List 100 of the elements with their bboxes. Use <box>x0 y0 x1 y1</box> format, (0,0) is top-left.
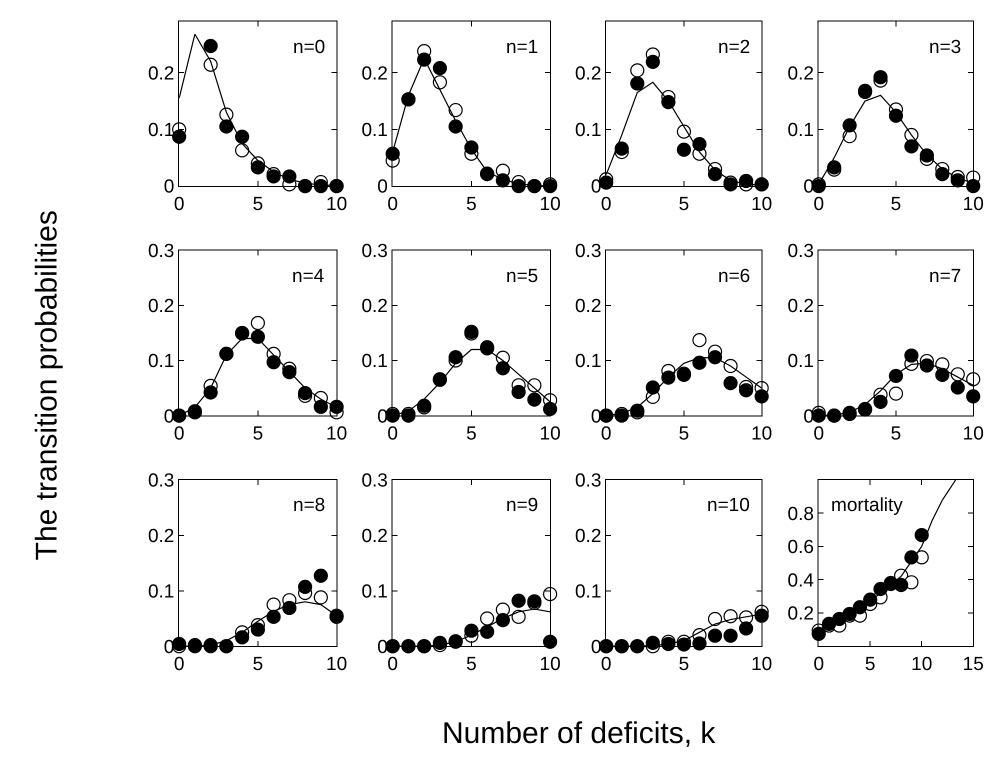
point <box>888 368 904 384</box>
point <box>692 636 707 651</box>
point <box>250 330 265 344</box>
point <box>282 169 296 184</box>
x-tick-label: 5 <box>678 194 690 215</box>
point <box>512 594 526 608</box>
point <box>630 63 644 78</box>
point <box>250 316 265 330</box>
text: n=7 <box>929 266 962 287</box>
text: n=10 <box>707 495 750 516</box>
text: n=1 <box>506 37 538 58</box>
point <box>480 611 494 626</box>
x-tick-label: 5 <box>864 654 876 676</box>
y-tick-label: 0.1 <box>788 120 814 142</box>
y-tick-label: 0.2 <box>361 526 388 547</box>
point <box>298 580 312 594</box>
point <box>692 356 707 370</box>
text: n=8 <box>293 495 326 516</box>
y-tick-label: 0.3 <box>148 470 174 492</box>
point <box>863 592 878 607</box>
x-tick-label: 5 <box>678 654 690 676</box>
point <box>723 628 738 643</box>
point <box>754 389 769 404</box>
y-tick-label: 0.2 <box>574 526 602 547</box>
point <box>914 528 929 542</box>
y-tick-label: 0.3 <box>361 240 388 262</box>
point <box>950 380 965 395</box>
x-tick-label: 5 <box>678 423 690 444</box>
x-tick-label: 10 <box>326 654 348 676</box>
x-tick-label: 10 <box>962 423 984 444</box>
point <box>314 590 328 605</box>
text: n=2 <box>718 37 750 58</box>
y-tick-label: 0.1 <box>148 351 174 372</box>
y-tick-label: 0.1 <box>574 120 602 142</box>
point <box>904 139 919 154</box>
x-tick-label: 5 <box>890 194 902 215</box>
y-tick-label: 0.3 <box>361 470 388 492</box>
point <box>448 102 463 118</box>
point <box>512 610 526 624</box>
y-tick-label: 0.1 <box>148 120 174 142</box>
x-tick-label: 10 <box>540 654 561 676</box>
x-tick-label: 10 <box>751 654 772 676</box>
point <box>314 400 328 414</box>
point <box>723 376 738 390</box>
y-tick-label: 0.1 <box>361 581 388 602</box>
point <box>250 622 265 637</box>
x-tick-label: 5 <box>466 654 477 676</box>
x-tick-label: 10 <box>962 194 984 215</box>
point <box>630 76 644 91</box>
y-tick-label: 0.2 <box>148 296 174 318</box>
y-tick-label: 0.6 <box>788 537 814 558</box>
point <box>432 61 448 76</box>
point <box>935 368 950 382</box>
point <box>235 130 250 144</box>
x-tick-label: 10 <box>326 194 348 215</box>
point <box>966 389 980 404</box>
point <box>904 550 919 564</box>
point <box>894 578 908 592</box>
text: n=5 <box>506 266 538 287</box>
x-tick-label: 5 <box>252 423 264 444</box>
y-tick-label: 0.1 <box>361 351 388 372</box>
y-tick-label: 0.3 <box>574 240 602 262</box>
x-axis-title: Number of deficits, k <box>442 717 716 750</box>
point <box>448 119 463 134</box>
point <box>935 167 950 182</box>
point <box>314 568 328 583</box>
point <box>204 385 218 400</box>
x-tick-label: 10 <box>326 423 348 444</box>
y-tick-label: 0.2 <box>361 63 388 84</box>
y-tick-label: 0.1 <box>574 581 602 602</box>
x-tick-label: 15 <box>962 654 984 676</box>
y-tick-label: 0.2 <box>788 63 814 84</box>
point <box>298 386 312 400</box>
point <box>692 137 707 152</box>
point <box>543 402 558 416</box>
y-tick-label: 0.3 <box>574 470 602 492</box>
x-tick-label: 5 <box>252 654 264 676</box>
x-tick-label: 5 <box>466 423 477 444</box>
y-tick-label: 0.1 <box>361 120 388 142</box>
point <box>527 392 542 407</box>
y-tick-label: 0.2 <box>148 526 174 547</box>
point <box>480 624 494 639</box>
point <box>676 142 692 157</box>
y-tick-label: 0.2 <box>574 63 602 84</box>
point <box>708 628 722 643</box>
point <box>543 634 558 649</box>
y-tick-label: 0.1 <box>148 581 174 602</box>
x-tick-label: 10 <box>540 423 561 444</box>
y-tick-label: 0.2 <box>148 63 174 84</box>
point <box>873 70 888 84</box>
text: n=6 <box>718 266 750 287</box>
point <box>904 348 919 363</box>
point <box>448 350 463 364</box>
y-tick-label: 0.2 <box>788 296 814 318</box>
point <box>873 394 888 409</box>
x-tick-label: 10 <box>751 423 772 444</box>
point <box>888 108 904 123</box>
point <box>219 119 234 134</box>
point <box>235 630 250 644</box>
x-tick-label: 5 <box>466 194 477 215</box>
